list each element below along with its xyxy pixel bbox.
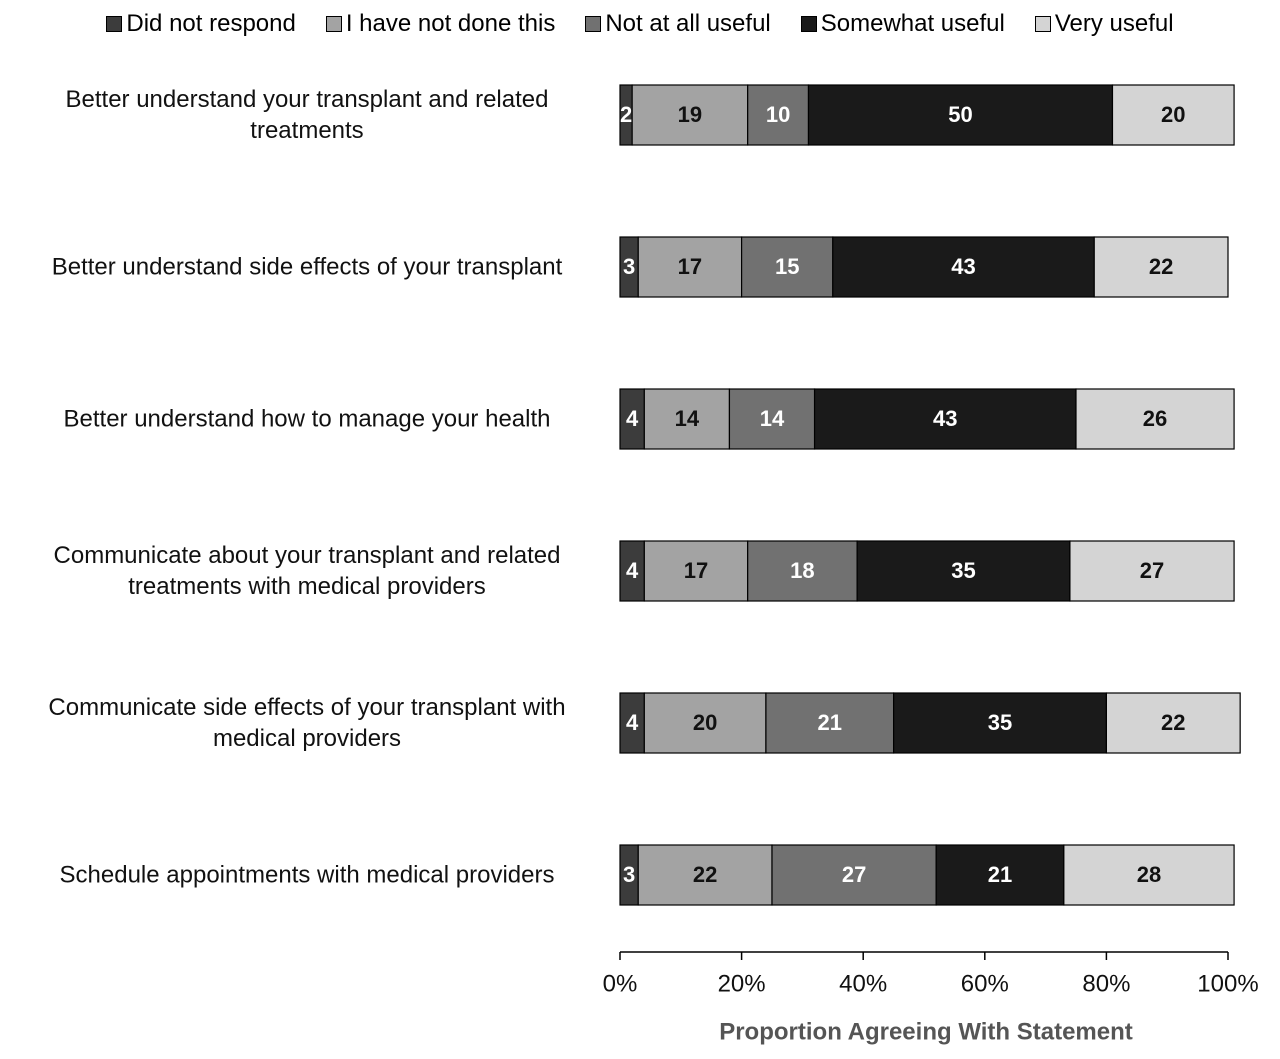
x-tick-label: 40% [839,970,887,997]
bar-segment [765,692,895,754]
bar-segment [813,388,1077,450]
bar-segment [1063,844,1235,906]
legend-swatch [325,16,342,32]
legend-label: Very useful [1054,10,1174,37]
category-label: Better understand side effects of your t… [51,253,563,281]
bar-segment [619,388,645,450]
data-label: 10 [766,102,790,127]
data-label: 21 [988,862,1012,887]
bar-segment [637,844,773,906]
bar-segment [728,388,816,450]
x-tick-label: 60% [961,970,1009,997]
data-label: 19 [678,102,702,127]
bar-segment [637,236,743,298]
data-label: 15 [775,254,799,279]
data-label: 3 [623,254,635,279]
data-label: 17 [678,254,702,279]
legend: Did not respond I have not done this Not a… [0,10,1280,38]
legend-label: Did not respond [126,10,296,37]
bar-segment [619,692,645,754]
legend-label: I have not done this [345,10,556,37]
data-label: 2 [620,102,632,127]
legend-swatch [585,16,602,32]
legend-label: Somewhat useful [820,10,1005,37]
data-label: 3 [623,862,635,887]
bar-segment [631,84,749,146]
legend-item: Very useful [1034,10,1174,38]
data-label: 21 [818,710,842,735]
legend-swatch [800,16,817,32]
data-label: 27 [1140,558,1164,583]
data-label: 14 [760,406,785,431]
legend-item: I have not done this [325,10,556,38]
bar-segment [619,540,645,602]
legend-item: Did not respond [106,10,296,38]
bar-segment [807,84,1114,146]
data-label: 22 [693,862,717,887]
data-label: 4 [626,406,639,431]
bar-segment [1093,236,1229,298]
category-label: Communicate about your transplant and re… [53,542,561,600]
x-tick-label: 20% [718,970,766,997]
bar-segment [747,84,810,146]
bar-segment [1111,84,1235,146]
x-tick-label: 80% [1082,970,1130,997]
category-label: Better understand how to manage your hea… [63,405,551,433]
data-label: 28 [1137,862,1161,887]
data-label: 17 [684,558,708,583]
legend-item: Not at all useful [585,10,771,38]
legend-swatch [1034,16,1051,32]
data-label: 18 [790,558,814,583]
bar-segment [1105,692,1241,754]
bar-segment [1075,388,1235,450]
data-label: 20 [693,710,717,735]
data-label: 4 [626,710,639,735]
bar-segment [740,236,834,298]
legend-swatch [106,16,123,32]
x-tick-label: 100% [1197,970,1258,997]
data-label: 35 [988,710,1012,735]
data-label: 27 [842,862,866,887]
bar-segment [1069,540,1235,602]
data-label: 50 [948,102,972,127]
data-label: 22 [1149,254,1173,279]
data-label: 4 [626,558,639,583]
legend-item: Somewhat useful [800,10,1005,38]
category-label: Schedule appointments with medical provi… [59,861,555,889]
bar-segment [935,844,1065,906]
data-label: 20 [1161,102,1185,127]
category-label: Better understand your transplant and re… [65,86,549,144]
data-label: 43 [933,406,957,431]
data-label: 26 [1143,406,1167,431]
x-tick-label: 0% [603,970,638,997]
legend-label: Not at all useful [605,10,771,37]
x-axis-title: Proportion Agreeing With Statement [719,1018,1133,1045]
data-label: 43 [951,254,975,279]
category-label: Communicate side effects of your transpl… [48,694,566,752]
bar-segment [856,540,1071,602]
bar-segment [643,540,749,602]
bar-segment [832,236,1095,298]
data-label: 35 [951,558,975,583]
data-label: 14 [675,406,700,431]
data-label: 22 [1161,710,1185,735]
bar-segment [643,692,767,754]
bar-segment [643,388,731,450]
bar-segment [771,844,937,906]
